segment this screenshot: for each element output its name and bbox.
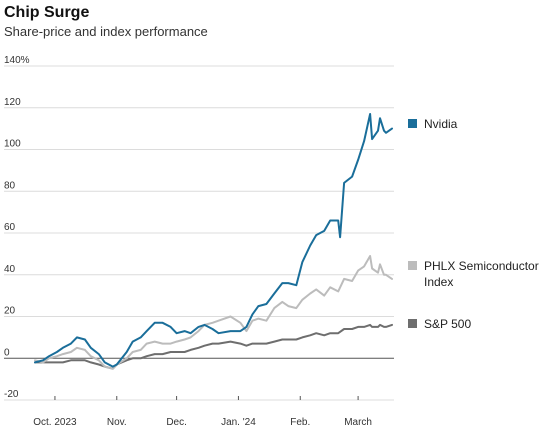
y-tick-label: 80 bbox=[4, 180, 16, 191]
legend-item-nvidia: Nvidia bbox=[408, 117, 458, 131]
y-tick-label: 100 bbox=[4, 139, 21, 150]
y-tick-label: 40 bbox=[4, 264, 16, 275]
y-tick-label: 140% bbox=[4, 55, 30, 66]
x-tick-label: Feb. bbox=[290, 417, 310, 428]
legend-label: Nvidia bbox=[424, 117, 458, 131]
grid bbox=[4, 65, 394, 401]
y-tick-label: 60 bbox=[4, 222, 16, 233]
x-tick-label: Oct. 2023 bbox=[33, 417, 77, 428]
y-tick-label: 20 bbox=[4, 306, 16, 317]
x-tick-label: Nov. bbox=[107, 417, 127, 428]
series-line-phlx-semiconductor-index bbox=[34, 255, 393, 370]
series-lines bbox=[34, 113, 393, 370]
legend-swatch bbox=[408, 119, 417, 128]
legend-label: PHLX Semiconductor Index bbox=[424, 259, 539, 289]
y-axis-tick-labels: 140% 120 100 80 60 40 20 0 -20 bbox=[4, 55, 30, 400]
chart-subtitle: Share-price and index performance bbox=[4, 24, 208, 39]
legend: Nvidia PHLX Semiconductor Index S&P 500 bbox=[408, 117, 539, 331]
x-tick-label: Dec. bbox=[166, 417, 187, 428]
x-tick-label: Jan. '24 bbox=[221, 417, 256, 428]
y-tick-label: -20 bbox=[4, 389, 19, 400]
y-tick-label: 0 bbox=[4, 347, 10, 358]
x-axis-tick-labels: Oct. 2023 Nov. Dec. Jan. '24 Feb. March bbox=[33, 396, 372, 428]
chart-title: Chip Surge bbox=[4, 4, 90, 21]
y-tick-label: 120 bbox=[4, 97, 21, 108]
legend-swatch bbox=[408, 261, 417, 270]
legend-item-s-p-500: S&P 500 bbox=[408, 317, 471, 331]
x-tick-label: March bbox=[344, 417, 372, 428]
legend-label: S&P 500 bbox=[424, 317, 471, 331]
legend-swatch bbox=[408, 319, 417, 328]
series-line-nvidia bbox=[34, 113, 393, 368]
series-line-s-p-500 bbox=[34, 323, 393, 370]
legend-item-phlx-semiconductor-index: PHLX Semiconductor Index bbox=[408, 259, 539, 289]
